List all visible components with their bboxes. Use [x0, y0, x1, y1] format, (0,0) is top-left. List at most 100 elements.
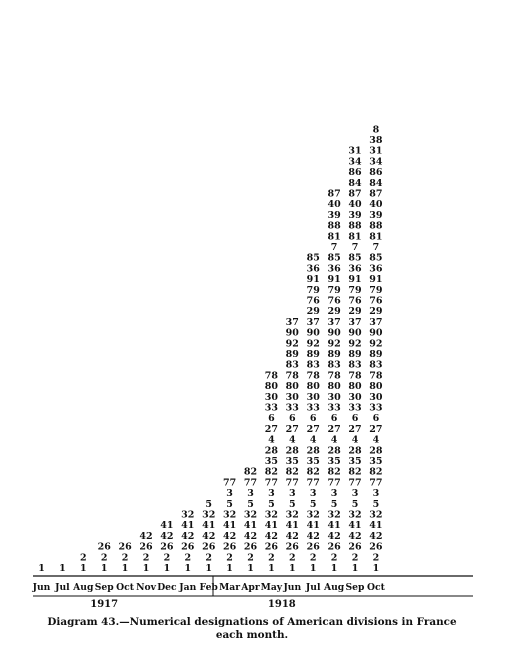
division-number: 41 [202, 520, 215, 531]
division-number: 77 [286, 477, 299, 488]
month-label: Apr [240, 582, 260, 593]
division-number: 3 [331, 488, 338, 499]
division-number: 87 [369, 189, 382, 200]
division-number: 76 [348, 296, 362, 307]
division-number: 80 [307, 381, 321, 392]
division-number: 5 [268, 499, 275, 510]
division-number: 35 [369, 456, 382, 467]
division-number: 6 [310, 413, 317, 424]
division-number: 5 [352, 499, 359, 510]
division-number: 33 [286, 403, 299, 414]
division-number: 26 [307, 542, 321, 553]
division-number: 1 [59, 563, 66, 574]
division-number: 5 [331, 499, 338, 510]
division-number: 88 [348, 221, 362, 232]
division-number: 38 [369, 135, 383, 146]
month-label: Oct [367, 582, 386, 593]
division-number: 2 [310, 552, 317, 563]
division-number: 42 [286, 531, 299, 542]
division-number: 42 [348, 531, 361, 542]
division-number: 89 [348, 349, 362, 360]
division-number: 78 [286, 370, 300, 381]
division-number: 36 [327, 263, 341, 274]
division-number: 3 [247, 488, 254, 499]
division-number: 90 [348, 328, 362, 339]
division-number: 37 [369, 317, 382, 328]
division-number: 41 [307, 520, 320, 531]
division-number: 29 [369, 306, 383, 317]
division-number: 92 [369, 338, 382, 349]
division-number: 30 [348, 392, 362, 403]
division-number: 91 [307, 274, 320, 285]
division-number: 6 [268, 413, 275, 424]
division-number: 5 [289, 499, 296, 510]
division-number: 90 [307, 328, 321, 339]
division-number: 83 [348, 360, 361, 371]
division-number: 89 [369, 349, 383, 360]
month-label: Jun [282, 582, 301, 593]
division-number: 26 [223, 542, 237, 553]
month-label: Mar [219, 582, 240, 593]
division-number: 1 [373, 563, 380, 574]
division-number: 86 [369, 167, 383, 178]
month-label: Nov [136, 582, 157, 593]
division-number: 27 [369, 424, 382, 435]
division-number: 4 [331, 435, 338, 446]
division-number: 37 [307, 317, 320, 328]
division-number: 4 [352, 435, 359, 446]
division-number: 39 [348, 210, 362, 221]
division-number: 82 [286, 467, 299, 478]
division-number: 42 [244, 531, 257, 542]
division-number: 3 [352, 488, 359, 499]
division-number: 28 [307, 445, 321, 456]
division-number: 41 [244, 520, 257, 531]
division-number: 2 [184, 552, 191, 563]
division-number: 76 [369, 296, 383, 307]
division-number: 42 [181, 531, 194, 542]
division-number: 2 [352, 552, 359, 563]
month-label: Jun [32, 582, 51, 593]
division-number: 77 [244, 477, 257, 488]
division-number: 1 [101, 563, 108, 574]
division-number: 5 [310, 499, 317, 510]
month-label: Feb [200, 582, 219, 593]
division-number: 41 [160, 520, 173, 531]
division-number: 31 [348, 146, 361, 157]
division-number: 33 [307, 403, 320, 414]
division-number: 92 [286, 338, 299, 349]
division-number: 26 [139, 542, 153, 553]
division-number: 4 [373, 435, 380, 446]
division-number: 92 [348, 338, 361, 349]
division-number: 83 [286, 360, 299, 371]
division-number: 27 [286, 424, 299, 435]
division-number: 90 [327, 328, 341, 339]
division-number: 26 [369, 542, 383, 553]
division-number: 7 [373, 242, 380, 253]
division-number: 1 [80, 563, 87, 574]
division-number: 35 [307, 456, 320, 467]
division-number: 32 [223, 510, 236, 521]
division-number: 76 [307, 296, 321, 307]
division-number: 80 [265, 381, 279, 392]
division-number: 36 [348, 263, 362, 274]
division-number: 33 [265, 403, 278, 414]
division-number: 41 [286, 520, 299, 531]
division-number: 92 [307, 338, 320, 349]
division-number: 91 [348, 274, 361, 285]
division-number: 79 [307, 285, 321, 296]
division-number: 34 [369, 156, 383, 167]
division-number: 1 [310, 563, 317, 574]
division-number: 3 [289, 488, 296, 499]
division-number: 26 [160, 542, 174, 553]
division-number: 80 [327, 381, 341, 392]
division-number: 2 [289, 552, 296, 563]
division-number: 5 [226, 499, 233, 510]
division-number: 1 [122, 563, 129, 574]
month-label: Sep [95, 582, 114, 593]
division-number: 42 [139, 531, 152, 542]
division-number: 39 [369, 210, 383, 221]
month-label: May [261, 582, 283, 593]
division-number: 2 [373, 552, 380, 563]
division-number: 36 [369, 263, 383, 274]
